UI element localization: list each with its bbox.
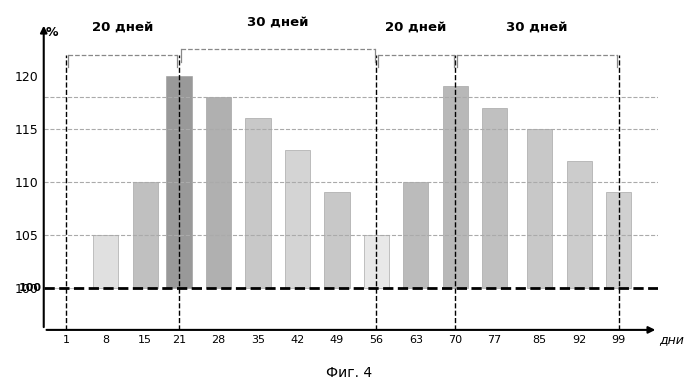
Bar (133, 182, 158, 288)
Bar (284, 150, 310, 288)
Text: дни: дни (659, 333, 684, 346)
Bar (606, 192, 631, 288)
Text: 20 дней: 20 дней (92, 20, 153, 33)
Bar (245, 118, 271, 288)
Bar (166, 76, 192, 288)
Bar (527, 129, 552, 288)
Text: 20 дней: 20 дней (385, 20, 447, 33)
Bar (324, 192, 350, 288)
Bar (482, 108, 507, 288)
Text: Фиг. 4: Фиг. 4 (326, 366, 373, 380)
Bar (206, 97, 231, 288)
Bar (403, 182, 428, 288)
Bar (93, 235, 118, 288)
Text: 100: 100 (19, 283, 42, 293)
Text: 30 дней: 30 дней (247, 15, 308, 28)
Text: 30 дней: 30 дней (506, 20, 568, 33)
Bar (442, 86, 468, 288)
Text: %: % (45, 26, 58, 39)
Bar (566, 161, 592, 288)
Bar (363, 235, 389, 288)
